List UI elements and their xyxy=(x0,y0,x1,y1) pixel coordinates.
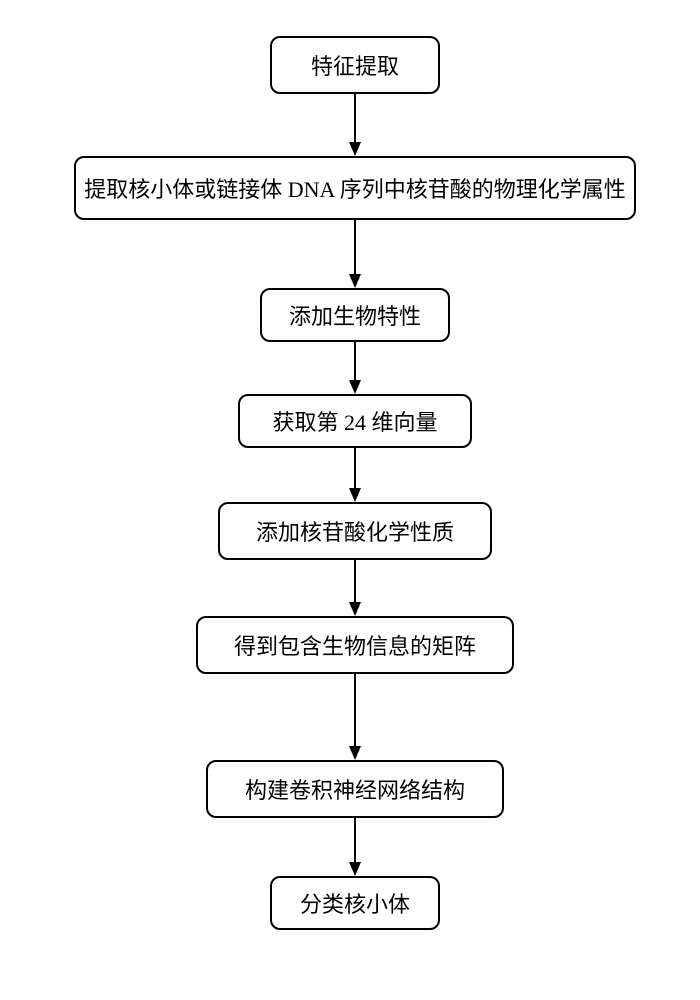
flow-node-label: 得到包含生物信息的矩阵 xyxy=(234,629,476,661)
flow-node-label: 添加生物特性 xyxy=(289,299,421,331)
flow-node-classify-nucleosome: 分类核小体 xyxy=(270,876,440,930)
flow-node-get-bio-matrix: 得到包含生物信息的矩阵 xyxy=(196,616,514,674)
flow-node-build-cnn: 构建卷积神经网络结构 xyxy=(206,760,504,818)
flowchart-arrows xyxy=(0,0,700,1000)
flow-node-label: 分类核小体 xyxy=(300,887,410,919)
flow-node-label: 添加核苷酸化学性质 xyxy=(256,515,454,547)
flowchart-container: 特征提取 提取核小体或链接体 DNA 序列中核苷酸的物理化学属性 添加生物特性 … xyxy=(0,0,700,1000)
flow-node-label: 特征提取 xyxy=(311,49,399,81)
flow-node-extract-properties: 提取核小体或链接体 DNA 序列中核苷酸的物理化学属性 xyxy=(74,156,636,220)
flow-node-label: 构建卷积神经网络结构 xyxy=(245,773,465,805)
flow-node-label: 提取核小体或链接体 DNA 序列中核苷酸的物理化学属性 xyxy=(84,172,625,204)
flow-node-add-bio-features: 添加生物特性 xyxy=(260,288,450,342)
flow-node-add-chem-properties: 添加核苷酸化学性质 xyxy=(218,502,492,560)
flow-node-feature-extraction: 特征提取 xyxy=(270,36,440,94)
flow-node-label: 获取第 24 维向量 xyxy=(272,405,437,437)
flow-node-get-24d-vector: 获取第 24 维向量 xyxy=(238,394,472,448)
